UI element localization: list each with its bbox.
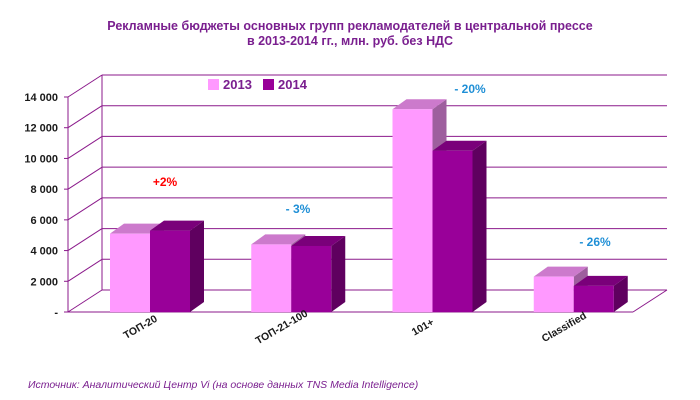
y-axis-ticks: - 2 000 4 000 6 000 8 000 10 000 12 000 14 000 bbox=[24, 92, 58, 319]
bar-2014 bbox=[150, 230, 190, 312]
category-label: 101+ bbox=[410, 316, 436, 338]
y-tick-label: - bbox=[54, 307, 58, 319]
legend-label-2013: 2013 bbox=[223, 77, 252, 92]
bar-top-2013 bbox=[392, 99, 447, 110]
change-annotation: - 26% bbox=[579, 235, 611, 249]
legend: 2013 2014 bbox=[208, 77, 308, 92]
bar-2014 bbox=[432, 150, 473, 312]
chart-title-line1: Рекламные бюджеты основных групп рекламо… bbox=[107, 19, 592, 33]
gridline-diagonal bbox=[67, 136, 103, 159]
bar-top-2014 bbox=[573, 275, 628, 286]
gridline-diagonal bbox=[67, 258, 103, 282]
bar-2014 bbox=[573, 285, 614, 312]
category-label: Classified bbox=[540, 310, 589, 345]
gridline-diagonal bbox=[67, 105, 103, 129]
source-note: Источник: Аналитический Центр Vi (на осн… bbox=[28, 379, 418, 391]
floor-right-edge bbox=[632, 289, 668, 313]
gridline-diagonal bbox=[67, 166, 103, 190]
category-label: ТОП-20 bbox=[121, 313, 159, 342]
bar-top-2014 bbox=[432, 140, 487, 151]
x-axis-categories: ТОП-20 ТОП-21-100 101+ Classified bbox=[121, 308, 588, 348]
gridline-diagonal bbox=[67, 228, 103, 251]
bar-side-2014 bbox=[472, 140, 487, 312]
bar-2013 bbox=[392, 109, 433, 313]
bar-series bbox=[110, 99, 628, 313]
chart-title-line2: в 2013-2014 гг., млн. руб. без НДС bbox=[247, 34, 453, 48]
y-tick-label: 10 000 bbox=[24, 153, 58, 165]
change-annotation: +2% bbox=[153, 175, 178, 189]
y-tick-label: 12 000 bbox=[24, 123, 58, 135]
change-annotation: - 20% bbox=[454, 82, 486, 96]
bar-2013 bbox=[110, 233, 150, 312]
legend-label-2014: 2014 bbox=[278, 77, 308, 92]
bar-2013 bbox=[533, 276, 574, 312]
y-tick-label: 6 000 bbox=[30, 215, 58, 227]
bar-side-2014 bbox=[613, 275, 628, 312]
category-label: ТОП-21-100 bbox=[254, 308, 310, 348]
gridline-diagonal bbox=[67, 289, 103, 313]
y-tick-label: 14 000 bbox=[24, 92, 58, 104]
change-annotations: +2% - 3% - 20% - 26% bbox=[153, 82, 611, 249]
bar-top-2014 bbox=[291, 235, 346, 246]
bar-2014 bbox=[291, 245, 332, 312]
bar-top-2013 bbox=[533, 266, 588, 277]
y-tick-label: 4 000 bbox=[30, 246, 58, 258]
legend-swatch-2014 bbox=[263, 79, 274, 90]
bar-top-2014 bbox=[150, 220, 204, 231]
bar-top-2013 bbox=[251, 234, 306, 245]
bar-2013 bbox=[251, 244, 292, 312]
y-tick-label: 8 000 bbox=[30, 184, 58, 196]
gridline-diagonal bbox=[67, 74, 103, 98]
y-tick-label: 2 000 bbox=[30, 276, 58, 288]
bar-side-2014 bbox=[331, 235, 346, 312]
bar-side-2014 bbox=[190, 220, 204, 312]
change-annotation: - 3% bbox=[286, 202, 311, 216]
legend-swatch-2013 bbox=[208, 79, 219, 90]
gridline-diagonal bbox=[67, 197, 103, 221]
